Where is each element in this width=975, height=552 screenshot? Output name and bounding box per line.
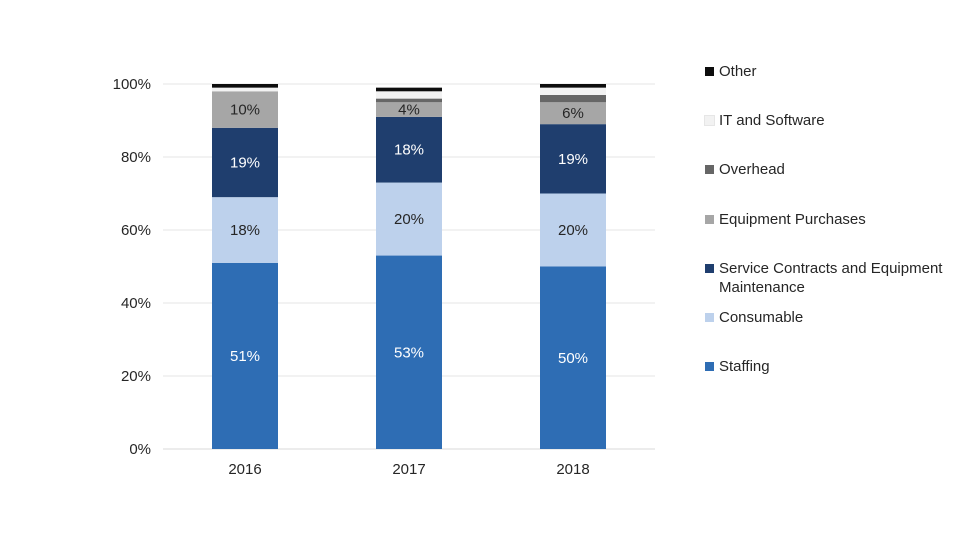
bar-segment <box>540 193 606 267</box>
legend-label: Staffing <box>719 358 770 375</box>
bar-segment <box>376 255 442 449</box>
data-label: 18% <box>394 142 424 159</box>
data-label: 4% <box>398 102 420 119</box>
y-tick-label: 100% <box>113 76 151 93</box>
bar-segment <box>212 84 278 88</box>
data-label: 10% <box>230 102 260 119</box>
bar-segment <box>540 84 606 88</box>
legend-item: Service Contracts and Equipment Maintena… <box>705 259 973 297</box>
data-label: 6% <box>562 105 584 122</box>
x-axis-ticks: 2016 2017 2018 <box>228 461 589 478</box>
legend-item: Other <box>705 62 757 81</box>
bar-segment <box>376 102 442 117</box>
bar-segment <box>540 124 606 194</box>
bars: 51% 18% 19% 10% 53% 20% 18% 4% 50% 20% 19% 6% <box>212 84 606 449</box>
bar-segment <box>376 116 442 183</box>
y-tick-label: 80% <box>121 149 151 166</box>
legend-swatch <box>704 115 715 126</box>
bar-segment <box>376 98 442 103</box>
data-label: 18% <box>230 222 260 239</box>
bar-segment <box>540 266 606 449</box>
legend-swatch <box>705 264 714 273</box>
legend-label: Overhead <box>719 161 785 178</box>
bar-segment <box>540 102 606 125</box>
legend-swatch <box>705 215 714 224</box>
legend-label: Consumable <box>719 309 804 326</box>
legend-swatch <box>705 313 714 322</box>
legend-item: Equipment Purchases <box>705 210 866 229</box>
legend-swatch <box>705 362 714 371</box>
bar-segment <box>212 197 278 263</box>
bar-segment <box>212 262 278 449</box>
data-label: 19% <box>558 151 588 168</box>
data-label: 51% <box>230 348 260 365</box>
legend-label: Service Contracts and Equipment Maintena… <box>719 260 943 296</box>
x-tick-label: 2018 <box>556 461 589 478</box>
legend-label: IT and Software <box>719 112 825 129</box>
legend-swatch <box>705 165 714 174</box>
data-label: 53% <box>394 344 424 361</box>
x-tick-label: 2017 <box>392 461 425 478</box>
legend-item: Staffing <box>705 357 770 376</box>
legend-swatch <box>705 67 714 76</box>
legend-label: Other <box>719 63 757 80</box>
y-tick-label: 40% <box>121 295 151 312</box>
legend-label: Equipment Purchases <box>719 211 866 228</box>
bar-segment <box>376 182 442 256</box>
y-tick-label: 20% <box>121 368 151 385</box>
y-tick-label: 0% <box>129 441 151 458</box>
y-axis-ticks: 0% 20% 40% 60% 80% 100% <box>113 76 151 458</box>
bar-segment <box>212 87 278 92</box>
bar-segment <box>376 87 442 92</box>
legend-item: Overhead <box>705 160 785 179</box>
bar-segment <box>540 94 606 103</box>
bar-segment <box>376 91 442 99</box>
bar-segment <box>212 127 278 198</box>
data-label: 19% <box>230 154 260 171</box>
legend-item: IT and Software <box>704 111 825 130</box>
bar-segment <box>212 91 278 128</box>
data-label: 20% <box>558 222 588 239</box>
legend-item: Consumable <box>705 308 803 327</box>
y-tick-label: 60% <box>121 222 151 239</box>
data-label: 20% <box>394 211 424 228</box>
x-tick-label: 2016 <box>228 461 261 478</box>
data-label: 50% <box>558 350 588 367</box>
bar-segment <box>540 87 606 95</box>
